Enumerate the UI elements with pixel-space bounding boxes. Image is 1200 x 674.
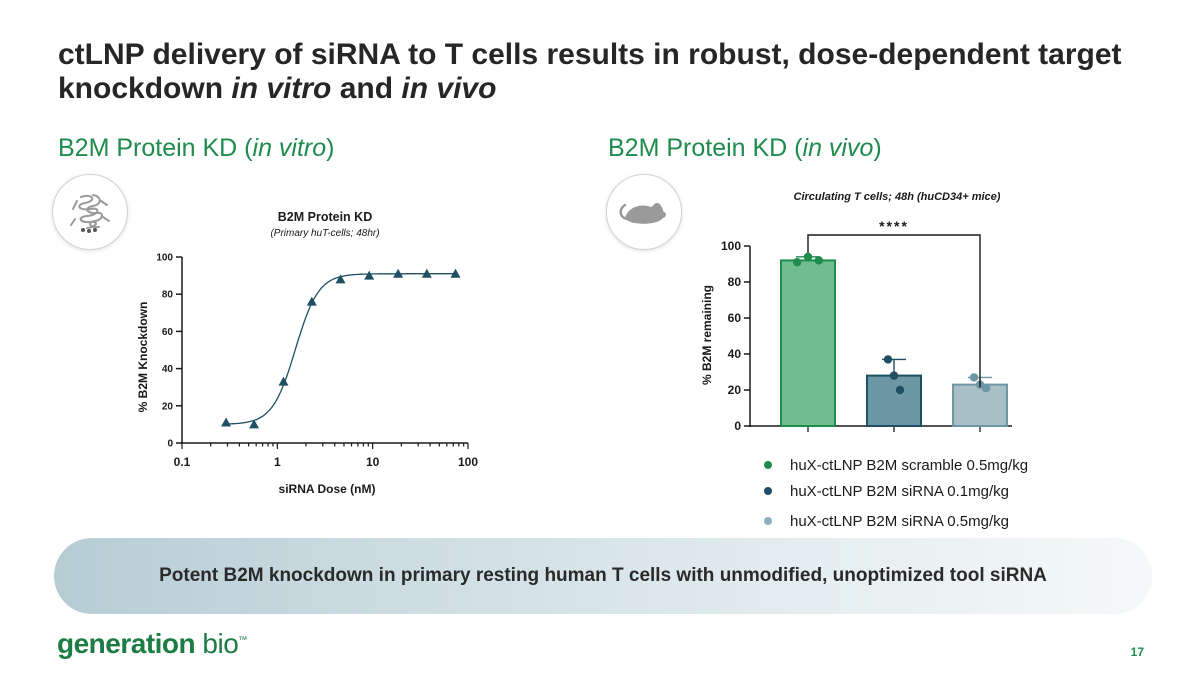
right-y-axis-label: % B2M remaining xyxy=(700,285,714,385)
legend-label-scramble: huX-ctLNP B2M scramble 0.5mg/kg xyxy=(790,456,1029,474)
left-y-tick-label: 20 xyxy=(162,401,174,412)
title-line-2: knockdown in vitro and in vivo xyxy=(58,72,1158,106)
left-chart-subtitle: (Primary huT-cells; 48hr) xyxy=(270,228,379,239)
legend-dot-scramble xyxy=(764,461,772,469)
left-x-tick-label: 10 xyxy=(366,455,380,469)
right-y-tick-label: 60 xyxy=(728,311,742,325)
logo-tm: ™ xyxy=(238,634,247,645)
legend-label-sirna-high: huX-ctLNP B2M siRNA 0.5mg/kg xyxy=(790,512,1009,530)
left-head-a: B2M Protein KD ( xyxy=(58,134,253,162)
title-line-1: ctLNP delivery of siRNA to T cells resul… xyxy=(58,38,1122,71)
legend-dot-sirna-low xyxy=(764,487,772,495)
left-y-tick-label: 80 xyxy=(162,290,174,301)
title-part-b: in vitro xyxy=(231,72,332,105)
significance-stars: **** xyxy=(879,218,909,234)
bar xyxy=(952,383,1008,428)
bar xyxy=(866,374,922,428)
left-x-axis-label: siRNA Dose (nM) xyxy=(279,482,376,496)
left-data-point xyxy=(393,268,404,278)
right-y-tick-label: 40 xyxy=(728,347,742,361)
bar-data-point xyxy=(814,256,823,265)
left-chart-axes: 0 20 40 60 80 100 0.1 1 10 100 xyxy=(156,253,478,470)
title-part-a: knockdown xyxy=(58,72,232,105)
page-number: 17 xyxy=(1130,645,1144,659)
bar-data-point xyxy=(803,252,813,261)
left-data-point xyxy=(306,296,317,306)
legend-label-sirna-low: huX-ctLNP B2M siRNA 0.1mg/kg xyxy=(790,482,1009,500)
bar-data-point xyxy=(889,371,899,380)
left-head-c: ) xyxy=(326,134,335,162)
left-data-point xyxy=(335,274,346,284)
left-chart-title: B2M Protein KD xyxy=(278,210,372,224)
legend-item-scramble: huX-ctLNP B2M scramble 0.5mg/kg xyxy=(760,452,1080,478)
left-data-point xyxy=(421,268,432,278)
bar-data-point xyxy=(793,258,802,267)
left-x-tick-label: 1 xyxy=(274,455,281,469)
significance-bracket: **** xyxy=(807,218,981,388)
dose-response-chart: B2M Protein KD (Primary huT-cells; 48hr)… xyxy=(136,210,478,496)
banner-text: Potent B2M knockdown in primary resting … xyxy=(159,565,1047,586)
left-y-tick-label: 40 xyxy=(162,364,174,375)
bar-data-point xyxy=(895,385,905,395)
right-y-tick-label: 20 xyxy=(728,383,742,397)
left-y-tick-label: 100 xyxy=(156,253,173,264)
right-head-a: B2M Protein KD ( xyxy=(608,134,803,162)
mouse-icon-graphic xyxy=(619,203,666,224)
title-part-d: in vivo xyxy=(401,72,497,105)
left-data-point xyxy=(278,376,289,386)
mouse-icon xyxy=(606,174,682,250)
logo-main: generation xyxy=(57,628,196,659)
logo-bio: bio xyxy=(195,628,239,659)
right-head-c: ) xyxy=(873,134,882,162)
left-data-point xyxy=(450,268,461,278)
right-y-tick-label: 100 xyxy=(721,239,741,253)
left-fit-curve-path xyxy=(226,273,456,425)
bar-data-point xyxy=(883,355,893,364)
bar-data-point xyxy=(981,384,991,393)
legend-item-sirna-low: huX-ctLNP B2M siRNA 0.1mg/kg xyxy=(760,478,1080,504)
legend-dot-sirna-high xyxy=(764,517,772,525)
left-y-tick-label: 0 xyxy=(167,439,173,450)
b2m-remaining-bar-chart: Circulating T cells; 48h (huCD34+ mice) … xyxy=(700,191,1012,433)
left-chart-fit-curve xyxy=(226,273,456,425)
title-part-c: and xyxy=(331,72,402,105)
left-x-tick-label: 0.1 xyxy=(174,455,191,469)
right-chart-bars xyxy=(780,252,1008,428)
left-y-tick-label: 60 xyxy=(162,327,174,338)
protein-structure-icon xyxy=(52,174,128,250)
right-y-tick-label: 0 xyxy=(734,419,741,433)
left-section-heading: B2M Protein KD (in vitro) xyxy=(58,134,334,163)
key-takeaway-banner: Potent B2M knockdown in primary resting … xyxy=(54,538,1152,614)
significance-bracket-line xyxy=(807,234,981,388)
right-head-b: in vivo xyxy=(802,134,874,162)
bar-chart-legend: huX-ctLNP B2M scramble 0.5mg/kg huX-ctLN… xyxy=(760,452,1080,534)
left-data-point xyxy=(364,270,375,280)
generation-bio-logo: generation bio™ xyxy=(57,628,247,660)
left-chart-points xyxy=(221,268,461,429)
legend-item-sirna-high: huX-ctLNP B2M siRNA 0.5mg/kg xyxy=(760,508,1080,534)
right-chart-title: Circulating T cells; 48h (huCD34+ mice) xyxy=(794,191,1001,203)
left-y-axis-label: % B2M Knockdown xyxy=(136,302,150,413)
left-head-b: in vitro xyxy=(252,134,327,162)
protein-structure-icon-graphic xyxy=(70,194,110,233)
left-data-point xyxy=(221,417,232,427)
bar xyxy=(780,259,836,428)
left-data-point xyxy=(249,419,260,429)
right-y-tick-label: 80 xyxy=(728,275,742,289)
bar-data-point xyxy=(969,373,979,382)
left-x-tick-label: 100 xyxy=(458,455,478,469)
right-section-heading: B2M Protein KD (in vivo) xyxy=(608,134,882,163)
slide-title: ctLNP delivery of siRNA to T cells resul… xyxy=(58,38,1158,106)
